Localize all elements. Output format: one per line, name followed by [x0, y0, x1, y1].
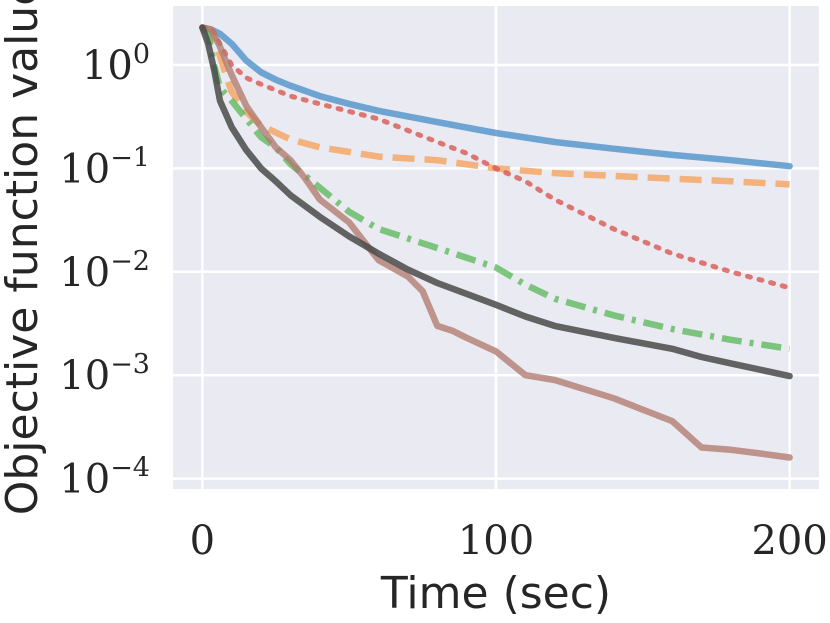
series-lines: [199, 24, 793, 461]
y-tick-label-2: 10−2: [59, 246, 150, 296]
y-tick-label-0: 100: [82, 39, 150, 89]
x-tick-label-2: 200: [751, 518, 827, 564]
series-line-orange-dashed: [201, 24, 790, 188]
y-tick-label-1: 10−1: [59, 142, 150, 192]
x-tick-label-0: 0: [190, 518, 215, 564]
y-tick-labels: 100 10−1 10−2 10−3 10−4: [59, 39, 150, 503]
series-line-brown-solid: [199, 24, 793, 461]
series-line-red-dotted: [199, 25, 793, 291]
series-line-black-solid: [199, 24, 793, 380]
x-tick-label-1: 100: [458, 518, 534, 564]
x-axis-label: Time (sec): [380, 568, 611, 619]
series-line-blue-solid: [199, 24, 793, 170]
y-tick-label-4: 10−4: [59, 453, 150, 503]
grid-lines: [173, 6, 819, 489]
y-axis-label: Objective function value: [0, 0, 48, 515]
x-tick-labels: 0 100 200: [190, 518, 828, 564]
y-tick-label-3: 10−3: [59, 349, 150, 399]
